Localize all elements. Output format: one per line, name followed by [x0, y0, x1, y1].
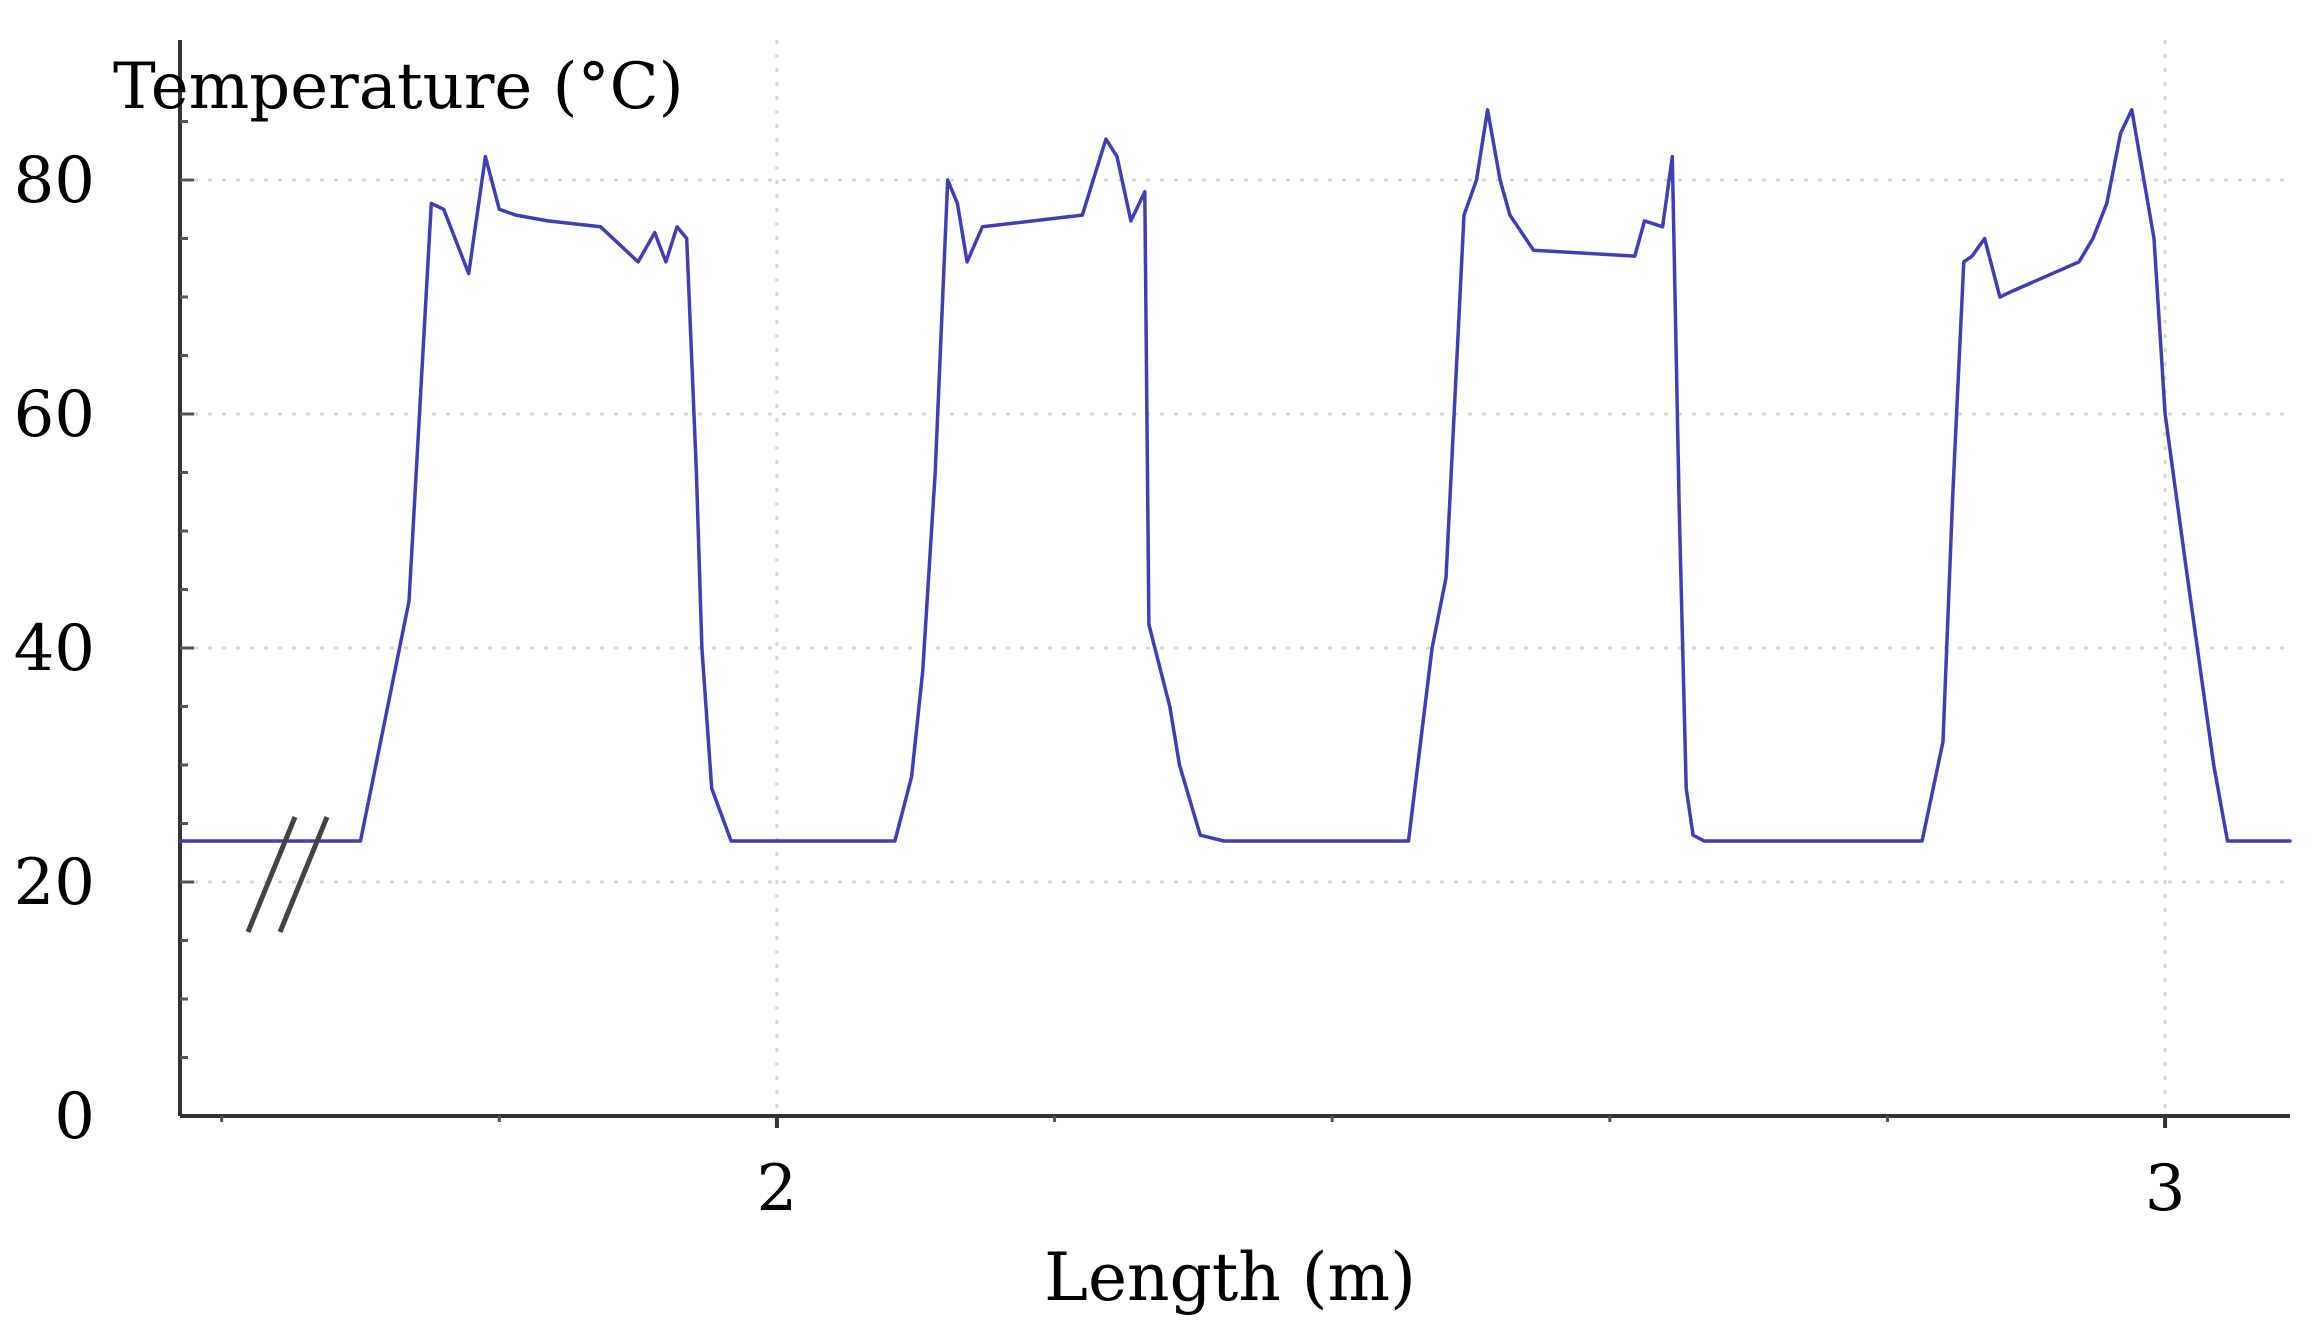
y-tick-label-20: 20: [14, 846, 95, 920]
y-tick-label-60: 60: [14, 378, 95, 452]
y-tick-label-80: 80: [14, 144, 95, 218]
series-layer: [178, 108, 2292, 843]
x-tick-label-2: 2: [757, 1152, 798, 1226]
y-tick-label-0: 0: [54, 1080, 95, 1154]
minor-tick-marks: [180, 120, 2167, 1122]
x-tick-label-3: 3: [2145, 1152, 2186, 1226]
axis-break-mark: [245, 816, 330, 933]
x-axis-label: Length (m): [1044, 1239, 1416, 1316]
series-line-0: [178, 108, 2292, 843]
y-tick-label-40: 40: [14, 612, 95, 686]
y-tick-labels: 0 20 40 60 80: [14, 144, 95, 1154]
break-slash-1: [245, 816, 298, 933]
grid-lines: [180, 40, 2290, 1116]
axes: [178, 40, 2290, 1118]
y-axis-label: Temperature (°C): [113, 50, 684, 124]
break-slash-2: [277, 816, 330, 933]
